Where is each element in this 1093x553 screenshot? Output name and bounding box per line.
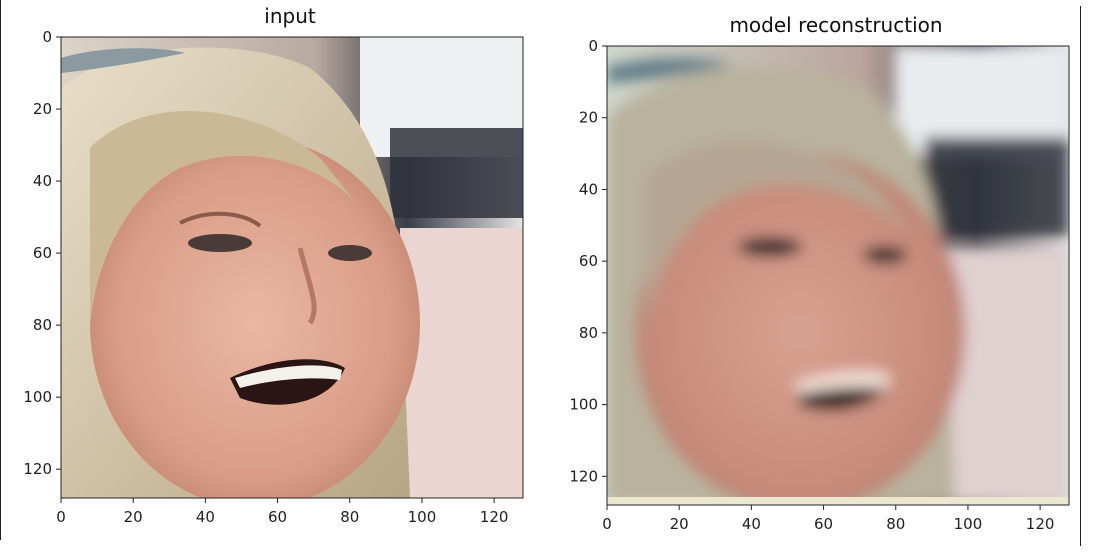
x-tick-label: 100 (954, 515, 983, 533)
input-image-panel: 0 20 40 60 80 100 120 0 20 40 60 80 100 120 (23, 28, 524, 526)
x-tick-label: 120 (480, 508, 509, 526)
x-tick-label: 60 (268, 508, 287, 526)
panel-title-reconstruction: model reconstruction (729, 13, 943, 37)
y-tick-label: 40 (579, 180, 598, 198)
x-tick-label: 40 (742, 515, 761, 533)
y-tick-label: 80 (33, 316, 52, 334)
y-tick-label: 120 (23, 460, 52, 478)
input-x-axis: 0 20 40 60 80 100 120 (56, 498, 508, 526)
y-tick-label: 0 (42, 28, 52, 46)
reconstruction-x-axis: 0 20 40 60 80 100 120 (602, 505, 1054, 533)
y-tick-label: 40 (33, 172, 52, 190)
y-tick-label: 60 (33, 244, 52, 262)
panel-title-input: input (264, 4, 316, 28)
x-tick-label: 100 (408, 508, 437, 526)
reconstruction-image-panel: 0 20 40 60 80 100 120 0 20 40 60 80 100 120 (569, 37, 1070, 533)
reconstruction-y-axis: 0 20 40 60 80 100 120 (569, 37, 607, 485)
y-tick-label: 0 (588, 37, 598, 55)
x-tick-label: 0 (602, 515, 612, 533)
y-tick-label: 100 (569, 396, 598, 414)
y-tick-label: 80 (579, 324, 598, 342)
y-tick-label: 20 (33, 100, 52, 118)
x-tick-label: 120 (1026, 515, 1055, 533)
x-tick-label: 80 (340, 508, 359, 526)
x-tick-label: 40 (196, 508, 215, 526)
input-y-axis: 0 20 40 60 80 100 120 (23, 28, 61, 478)
right-divider (1080, 6, 1081, 546)
x-tick-label: 0 (56, 508, 66, 526)
x-tick-label: 20 (670, 515, 689, 533)
left-divider (0, 0, 1, 540)
input-photo (61, 37, 523, 498)
y-tick-label: 60 (579, 252, 598, 270)
y-tick-label: 20 (579, 109, 598, 127)
x-tick-label: 20 (124, 508, 143, 526)
reconstruction-photo (607, 46, 1069, 505)
y-tick-label: 120 (569, 467, 598, 485)
y-tick-label: 100 (23, 388, 52, 406)
x-tick-label: 80 (886, 515, 905, 533)
x-tick-label: 60 (814, 515, 833, 533)
